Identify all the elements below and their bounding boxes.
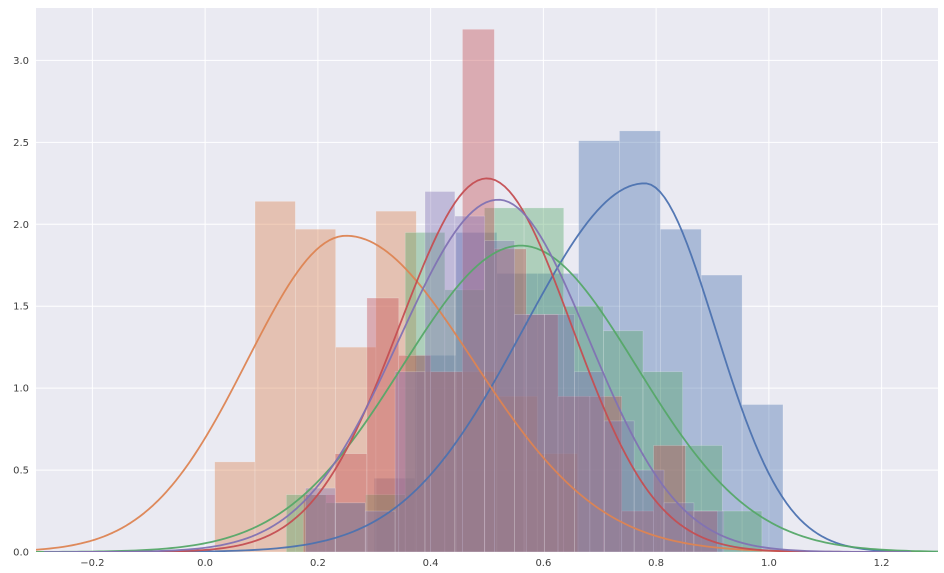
x-tick-label: 0.4 bbox=[423, 558, 439, 569]
hist-bar bbox=[633, 469, 665, 552]
x-tick-label: 0.6 bbox=[535, 558, 551, 569]
y-tick-label: 0.5 bbox=[13, 466, 29, 477]
plot-area bbox=[36, 8, 938, 552]
kde-curve-red bbox=[84, 177, 876, 552]
hist-bar bbox=[430, 371, 463, 552]
y-tick-label: 0.0 bbox=[13, 548, 29, 559]
hist-bar bbox=[536, 453, 578, 552]
hist-bar bbox=[557, 396, 591, 552]
y-tick-label: 2.5 bbox=[13, 138, 29, 149]
hist-bar bbox=[496, 273, 539, 552]
hist-bar bbox=[398, 355, 431, 552]
grid-lines bbox=[36, 8, 938, 553]
hist-bar bbox=[589, 396, 623, 552]
kde-curves bbox=[36, 177, 938, 552]
hist-bar bbox=[496, 396, 538, 552]
x-tick-label: 1.0 bbox=[761, 558, 777, 569]
hist-orange bbox=[214, 201, 578, 552]
hist-bar bbox=[414, 355, 457, 552]
hist-bar bbox=[462, 28, 495, 552]
hist-bar bbox=[254, 201, 296, 552]
hist-bar bbox=[444, 289, 485, 552]
hist-bar bbox=[424, 191, 456, 552]
kde-curve-blue bbox=[86, 182, 937, 552]
hist-bar bbox=[621, 510, 654, 552]
hist-bar bbox=[394, 371, 426, 552]
hist-bar bbox=[373, 477, 416, 552]
y-tick-label: 1.5 bbox=[13, 302, 29, 313]
hist-red bbox=[302, 28, 718, 552]
hist-bar bbox=[700, 274, 743, 552]
hist-bar bbox=[415, 371, 457, 552]
hist-bar bbox=[484, 207, 525, 552]
x-tick-label: 0.2 bbox=[310, 558, 326, 569]
hist-bar bbox=[525, 314, 559, 552]
kde-curve-green bbox=[36, 244, 938, 552]
tick-labels: −0.2 0.0 0.2 0.4 0.6 0.8 1.0 1.2 0.0 0.5 1.0 1.5 2.0… bbox=[13, 56, 889, 569]
hist-green bbox=[285, 207, 763, 552]
hist-bar bbox=[514, 314, 545, 552]
hist-blue bbox=[373, 130, 784, 552]
hist-bar bbox=[619, 130, 661, 552]
hist-bar bbox=[653, 445, 686, 552]
hist-bar bbox=[325, 502, 366, 552]
kde-curve-purple bbox=[43, 198, 912, 552]
hist-bar bbox=[544, 314, 575, 552]
hist-bar bbox=[660, 228, 702, 552]
x-tick-label: −0.2 bbox=[80, 558, 104, 569]
x-tick-label: 1.2 bbox=[874, 558, 890, 569]
hist-bar bbox=[454, 215, 486, 552]
y-tick-label: 3.0 bbox=[13, 56, 29, 67]
y-tick-label: 2.0 bbox=[13, 220, 29, 231]
hist-bar bbox=[563, 305, 604, 552]
x-tick-label: 0.0 bbox=[197, 558, 213, 569]
hist-bar bbox=[455, 232, 498, 552]
hist-bar bbox=[335, 502, 366, 552]
hist-bar bbox=[537, 273, 579, 552]
hist-bar bbox=[456, 371, 498, 552]
y-tick-label: 1.0 bbox=[13, 384, 29, 395]
hist-bar bbox=[484, 240, 515, 552]
x-tick-label: 0.8 bbox=[648, 558, 664, 569]
